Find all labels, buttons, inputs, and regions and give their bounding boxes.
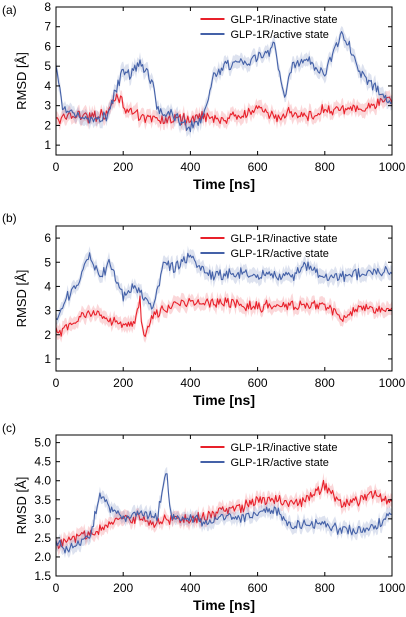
y-tick-label: 1.5 — [34, 569, 51, 583]
y-tick-label: 5 — [44, 59, 51, 73]
y-axis-label: RMSD [Å] — [14, 52, 29, 110]
plot-frame — [55, 434, 393, 577]
x-tick-label: 800 — [315, 160, 335, 174]
x-tick-label: 600 — [248, 160, 268, 174]
y-tick-label: 1 — [44, 138, 51, 152]
x-tick-label: 800 — [315, 376, 335, 390]
chart-panel-3: (c) 0 200 400 600 800 1000 1.5 2.0 2.5 3.0 3.5 4.0 4.… — [2, 421, 406, 613]
plot-area — [56, 467, 392, 559]
y-tick-label: 5.0 — [34, 436, 51, 450]
x-tick-label: 1000 — [379, 376, 406, 390]
series-band-2 — [56, 26, 392, 139]
y-tick-label: 4 — [44, 279, 51, 293]
series-band-1 — [56, 472, 392, 556]
x-tick-label: 200 — [113, 581, 133, 595]
legend-label-1: GLP-1R/inactive state — [230, 233, 337, 245]
plot-area — [56, 245, 392, 343]
legend-label-2: GLP-1R/active state — [230, 248, 328, 260]
series-line-1 — [56, 479, 392, 549]
x-tick-label: 600 — [248, 376, 268, 390]
x-tick-label: 0 — [53, 160, 60, 174]
x-tick-label: 400 — [180, 581, 200, 595]
y-tick-label: 7 — [44, 20, 51, 34]
x-tick-label: 400 — [180, 376, 200, 390]
series-line-2 — [56, 252, 392, 321]
legend-label-2: GLP-1R/active state — [230, 29, 328, 41]
y-tick-label: 3 — [44, 99, 51, 113]
x-tick-label: 1000 — [379, 581, 406, 595]
x-axis-label: Time [ns] — [193, 392, 255, 408]
x-tick-label: 800 — [315, 581, 335, 595]
y-tick-label: 5 — [44, 255, 51, 269]
y-tick-label: 4 — [44, 79, 51, 93]
y-tick-label: 3.5 — [34, 493, 51, 507]
y-tick-label: 1 — [44, 352, 51, 366]
y-tick-label: 3.0 — [34, 512, 51, 526]
panel-label: (a) — [2, 3, 17, 17]
x-tick-label: 200 — [113, 160, 133, 174]
x-axis-label: Time [ns] — [193, 597, 255, 613]
y-tick-label: 8 — [44, 0, 51, 14]
series-band-1 — [56, 288, 392, 343]
chart-panel-1: (a) 0 200 400 600 800 1000 1 2 3 4 5 6 7 8 Time [ns] RMS… — [2, 0, 406, 192]
plot-area — [56, 26, 392, 139]
y-tick-label: 2 — [44, 328, 51, 342]
x-tick-label: 400 — [180, 160, 200, 174]
x-tick-label: 200 — [113, 376, 133, 390]
series-line-2 — [56, 31, 392, 133]
plot-frame — [55, 6, 393, 156]
y-tick-label: 4.0 — [34, 474, 51, 488]
legend-label-1: GLP-1R/inactive state — [230, 442, 337, 454]
y-tick-label: 2 — [44, 118, 51, 132]
y-axis-label: RMSD [Å] — [14, 477, 29, 535]
y-tick-label: 2.0 — [34, 550, 51, 564]
panel-label: (b) — [2, 211, 17, 225]
x-tick-label: 600 — [248, 581, 268, 595]
x-tick-label: 1000 — [379, 160, 406, 174]
chart-panel-2: (b) 0 200 400 600 800 1000 1 2 3 4 5 6 Time [ns] RMSD … — [2, 211, 406, 408]
y-tick-label: 3 — [44, 304, 51, 318]
series-band-2 — [56, 467, 392, 559]
x-tick-label: 0 — [53, 376, 60, 390]
series-line-2 — [56, 473, 392, 554]
panel-label: (c) — [2, 421, 16, 435]
x-tick-label: 0 — [53, 581, 60, 595]
y-tick-label: 4.5 — [34, 455, 51, 469]
y-axis-label: RMSD [Å] — [14, 270, 29, 328]
x-axis-label: Time [ns] — [193, 176, 255, 192]
y-tick-label: 2.5 — [34, 531, 51, 545]
plot-frame — [55, 225, 393, 372]
y-tick-label: 6 — [44, 39, 51, 53]
legend-label-2: GLP-1R/active state — [230, 457, 328, 469]
y-tick-label: 6 — [44, 231, 51, 245]
legend-label-1: GLP-1R/inactive state — [230, 14, 337, 26]
series-line-1 — [56, 295, 392, 338]
